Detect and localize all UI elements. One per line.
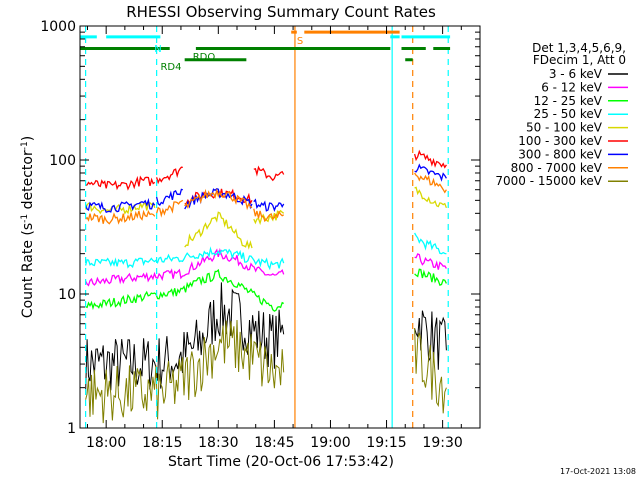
legend-label: 300 - 800 keV: [518, 147, 602, 161]
y-tick-label: 1000: [40, 19, 76, 35]
status-label: N: [154, 44, 161, 55]
x-axis-label: Start Time (20-Oct-06 17:53:42): [168, 454, 394, 470]
series-line: [414, 268, 447, 286]
status-label: RD4: [160, 62, 181, 73]
series-line: [253, 208, 285, 223]
x-tick-label: 19:15: [366, 435, 406, 451]
legend-header-line: Det 1,3,4,5,6,9,: [532, 41, 626, 55]
legend-label: 3 - 6 keV: [549, 67, 603, 81]
series-line: [253, 198, 285, 212]
y-axis-label-part: Count Rate (s: [20, 223, 36, 318]
series-line: [85, 175, 156, 191]
y-axis-label-part: ): [20, 136, 36, 141]
series-line: [84, 246, 285, 271]
legend-label: 50 - 100 keV: [526, 121, 603, 135]
x-tick-label: 18:00: [86, 435, 126, 451]
series-line: [253, 165, 285, 182]
legend-label: 6 - 12 keV: [541, 80, 603, 94]
plot-frame: [79, 25, 481, 429]
series-line: [413, 149, 447, 169]
x-tick-label: 18:30: [198, 435, 238, 451]
y-tick-label: 1: [67, 421, 76, 437]
series-line: [155, 166, 183, 185]
series-line: [414, 232, 447, 255]
status-label: S: [297, 36, 303, 47]
series-line: [84, 197, 156, 214]
series-line: [414, 186, 448, 209]
x-tick-label: 19:00: [310, 435, 350, 451]
series-line: [414, 253, 447, 270]
series-line: [85, 319, 285, 424]
y-axis-label-sup: -1: [20, 141, 30, 150]
series-line: [414, 163, 447, 182]
y-axis: 1 10 100 1000: [40, 19, 480, 437]
x-axis: 18:00 18:15 18:30 18:45 19:00 19:15 19:30: [86, 26, 481, 451]
legend: Det 1,3,4,5,6,9, FDecim 1, Att 0 3 - 6 k…: [495, 41, 628, 188]
timestamp: 17-Oct-2021 13:08: [560, 467, 636, 476]
y-tick-label: 100: [49, 153, 76, 169]
legend-label: 7000 - 15000 keV: [495, 174, 602, 188]
series-line: [85, 209, 156, 225]
y-axis-label: Count Rate (s-1 detector-1): [20, 136, 36, 318]
x-tick-label: 18:15: [142, 435, 182, 451]
y-axis-label-sup: -1: [20, 214, 30, 223]
chart-title: RHESSI Observing Summary Count Rates: [126, 3, 436, 21]
x-tick-label: 18:45: [254, 435, 294, 451]
legend-header-line: FDecim 1, Att 0: [533, 53, 626, 67]
plot-area: [80, 26, 451, 428]
y-axis-label-part: detector: [20, 150, 36, 214]
status-label: RDO: [193, 52, 216, 63]
legend-label: 25 - 50 keV: [534, 107, 603, 121]
legend-label: 100 - 300 keV: [518, 134, 602, 148]
legend-label: 800 - 7000 keV: [511, 161, 603, 175]
series-line: [85, 247, 285, 287]
y-tick-label: 10: [58, 287, 76, 303]
series-line: [184, 211, 253, 250]
series-line: [184, 188, 253, 211]
legend-label: 12 - 25 keV: [534, 94, 603, 108]
series-line: [414, 327, 447, 414]
series-line: [155, 188, 183, 206]
series-line: [85, 268, 285, 312]
x-tick-label: 19:30: [422, 435, 462, 451]
series-line: [414, 172, 447, 194]
series-line: [155, 199, 184, 218]
